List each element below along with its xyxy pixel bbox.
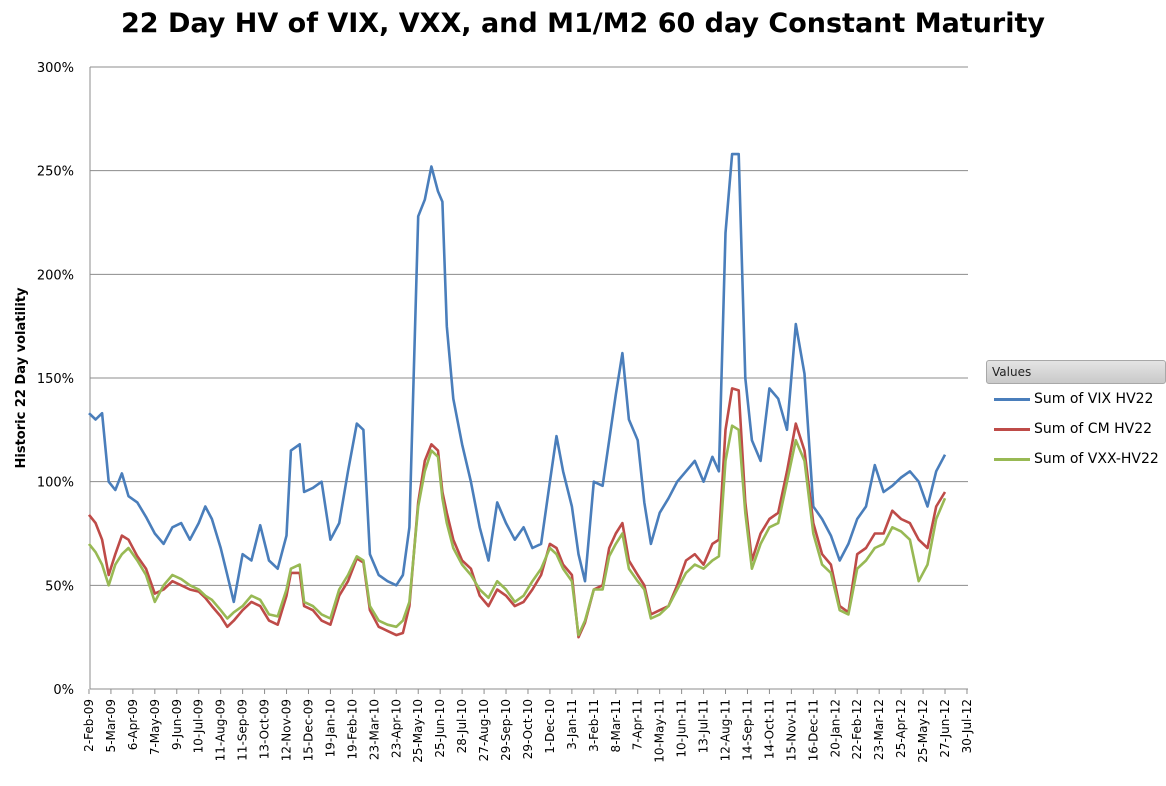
x-tick-labels: 2-Feb-09 5-Mar-09 6-Apr-09 7-May-09 9-Jun-09… <box>82 699 974 763</box>
legend-swatch <box>994 457 1030 461</box>
x-tick-label: 29-Oct-10 <box>521 699 535 759</box>
legend-label: Sum of VXX-HV22 <box>1034 451 1159 467</box>
x-tick-label: 6-Apr-09 <box>126 699 140 750</box>
x-tick-label: 20-Jan-12 <box>828 699 842 757</box>
y-tick-label: 150% <box>37 372 74 387</box>
chart-title: 22 Day HV of VIX, VXX, and M1/M2 60 day … <box>121 8 1045 39</box>
y-tick-label: 100% <box>37 476 74 491</box>
x-tick-label: 12-Nov-09 <box>280 699 294 761</box>
x-tick-label: 27-Jun-12 <box>938 699 952 758</box>
x-tick-label: 12-Aug-11 <box>719 699 733 761</box>
series-line-3 <box>87 424 947 637</box>
y-tick-label: 300% <box>37 61 74 76</box>
x-tick-label: 16-Dec-11 <box>806 699 820 761</box>
legend-swatch <box>994 397 1030 401</box>
x-tick-label: 25-May-12 <box>916 699 930 763</box>
y-tick-labels: 0% 50% 100% 150% 200% 250% 300% <box>37 61 74 698</box>
x-tick-label: 25-May-10 <box>411 699 425 763</box>
x-tick-label: 14-Oct-11 <box>762 699 776 759</box>
x-tick-label: 9-Jun-09 <box>170 699 184 750</box>
legend: Values Sum of VIX HV22 Sum of CM HV22 Sum … <box>986 360 1166 474</box>
legend-item: Sum of CM HV22 <box>986 414 1166 444</box>
x-tick-label: 13-Jul-11 <box>697 699 711 753</box>
x-tick-label: 25-Apr-12 <box>894 699 908 758</box>
y-axis-label: Historic 22 Day volatility <box>14 287 29 469</box>
y-tick-label: 200% <box>37 268 74 283</box>
x-tick-label: 13-Oct-09 <box>258 699 272 759</box>
x-tick-label: 11-Sep-09 <box>236 699 250 761</box>
x-tick-label: 1-Dec-10 <box>543 699 557 754</box>
x-tick-label: 5-Mar-09 <box>104 699 118 752</box>
legend-header[interactable]: Values <box>986 360 1166 384</box>
x-tick-label: 19-Feb-10 <box>345 699 359 759</box>
y-tick-label: 50% <box>45 579 74 594</box>
x-tick-label: 30-Jul-12 <box>960 699 974 753</box>
x-tick-label: 29-Sep-10 <box>499 699 513 761</box>
x-tick-label: 2-Feb-09 <box>82 699 96 752</box>
y-tick-label: 250% <box>37 165 74 180</box>
series-lines <box>87 152 947 639</box>
x-tick-label: 14-Sep-11 <box>740 699 754 761</box>
legend-swatch <box>994 427 1030 431</box>
axes <box>88 67 968 694</box>
x-tick-label: 10-Jul-09 <box>192 699 206 753</box>
y-tick-label: 0% <box>53 683 74 698</box>
grid-lines <box>90 66 968 586</box>
x-tick-label: 10-Jun-11 <box>675 699 689 758</box>
legend-label: Sum of VIX HV22 <box>1034 391 1154 407</box>
legend-items: Sum of VIX HV22 Sum of CM HV22 Sum of VXX-… <box>986 384 1166 474</box>
x-tick-label: 23-Apr-10 <box>389 699 403 758</box>
x-tick-label: 23-Mar-10 <box>367 699 381 760</box>
x-tick-label: 3-Jan-11 <box>565 699 579 750</box>
x-tick-label: 11-Aug-09 <box>214 699 228 761</box>
series-line-2 <box>87 387 947 639</box>
x-tick-label: 7-May-09 <box>148 699 162 755</box>
x-tick-label: 15-Nov-11 <box>784 699 798 761</box>
x-tick-label: 22-Feb-12 <box>850 699 864 759</box>
x-tick-label: 28-Jul-10 <box>455 699 469 753</box>
x-tick-label: 10-May-11 <box>653 699 667 763</box>
x-tick-label: 23-Mar-12 <box>872 699 886 760</box>
legend-label: Sum of CM HV22 <box>1034 421 1153 437</box>
x-tick-label: 8-Mar-11 <box>609 699 623 752</box>
legend-item: Sum of VIX HV22 <box>986 384 1166 414</box>
x-tick-label: 27-Aug-10 <box>477 699 491 761</box>
x-tick-label: 25-Jun-10 <box>433 699 447 758</box>
x-tick-label: 7-Apr-11 <box>631 699 645 750</box>
x-tick-label: 3-Feb-11 <box>587 699 601 752</box>
series-line-1 <box>88 152 947 604</box>
legend-item: Sum of VXX-HV22 <box>986 444 1166 474</box>
x-tick-label: 15-Dec-09 <box>301 699 315 761</box>
x-tick-label: 19-Jan-10 <box>323 699 337 757</box>
